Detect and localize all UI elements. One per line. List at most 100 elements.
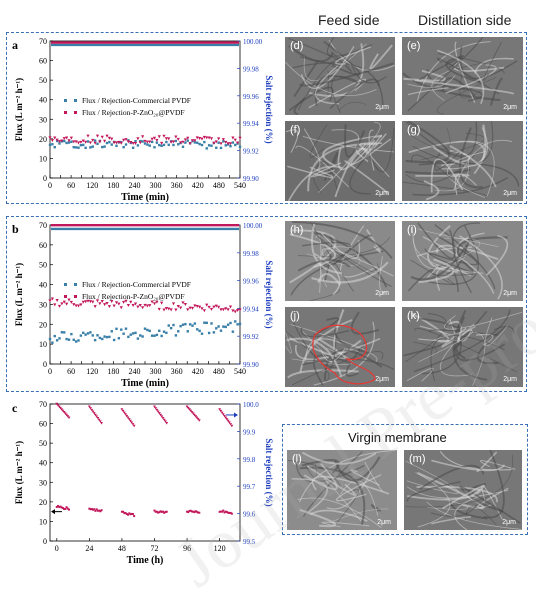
sem-fiber [431, 459, 506, 472]
rejection-point [96, 417, 100, 420]
flux-point [223, 511, 226, 514]
flux-point [120, 328, 123, 331]
flux-point [88, 507, 91, 510]
flux-point [172, 323, 175, 327]
flux-point [123, 512, 126, 515]
rejection-point [63, 412, 67, 415]
flux-point [48, 337, 52, 341]
flux-point [196, 141, 199, 144]
sem-fiber [453, 139, 513, 191]
flux-point [89, 146, 92, 149]
rejection-point [161, 417, 165, 420]
flux-point [157, 307, 161, 311]
flux-point [157, 511, 160, 514]
flux-point [86, 140, 90, 143]
flux-point [99, 510, 102, 513]
sem-image-l: (l) 2μm [287, 450, 397, 530]
flux-point [122, 138, 126, 142]
flux-point [65, 337, 68, 341]
panel-label: a [12, 38, 18, 52]
y-tick-label: 50 [39, 261, 47, 270]
y-tick-label: 40 [39, 459, 47, 468]
flux-point [119, 141, 123, 145]
flux-point [63, 508, 66, 511]
flux-point [134, 331, 137, 335]
flux-point [148, 140, 152, 144]
rejection-point [218, 408, 222, 411]
chart-c: 0 10 20 30 40 50 60 70 99.5 99.6 99.7 99.8 99.9 100.0… [12, 400, 274, 566]
flux-point [110, 300, 114, 304]
rejection-point [97, 418, 101, 422]
rejection-point [157, 412, 161, 415]
y2-tick-label: 99.8 [243, 456, 256, 464]
flux-point [233, 310, 237, 314]
flux-point [162, 510, 165, 513]
flux-point [155, 300, 159, 304]
flux-point [160, 141, 164, 145]
y2-tick-label: 99.94 [243, 120, 259, 128]
sem-image-g: (g) 2μm [402, 121, 523, 201]
flux-point [139, 139, 142, 143]
flux-point [129, 333, 132, 336]
rejection-point [160, 415, 164, 419]
flux-point [114, 301, 119, 305]
flux-point [165, 140, 168, 144]
flux-point [100, 509, 103, 512]
flux-point [228, 142, 233, 146]
flux-point [176, 305, 180, 309]
flux-point [127, 513, 130, 516]
rejection-point [129, 419, 132, 423]
sem-fiber [285, 61, 377, 97]
rejection-point [224, 416, 228, 420]
flux-point [79, 140, 83, 144]
flux-point [67, 338, 71, 341]
x-tick-label: 24 [85, 544, 93, 553]
rejection-point [91, 410, 95, 414]
flux-point [217, 305, 221, 309]
flux-point [93, 141, 97, 145]
sem-fiber [303, 451, 363, 517]
sem-fiber [489, 77, 503, 106]
sem-fiber [406, 486, 509, 499]
sem-texture [287, 450, 397, 529]
sem-image-m: (m) 2μm [404, 450, 522, 530]
flux-point [154, 510, 157, 513]
flux-point [164, 510, 167, 513]
flux-point [51, 143, 54, 146]
flux-point [105, 141, 109, 145]
rejection-point [55, 402, 59, 406]
flux-point [69, 136, 73, 140]
flux-point [133, 515, 136, 518]
flux-point [84, 140, 88, 144]
flux-point [124, 143, 128, 146]
legend-marker [64, 111, 67, 114]
sem-fiber [430, 503, 478, 517]
flux-point [200, 143, 204, 147]
legend-marker [74, 111, 77, 114]
flux-point [58, 506, 61, 509]
sem-fiber [306, 465, 356, 496]
flux-point [148, 144, 151, 147]
flux-point [167, 137, 171, 141]
flux-point [153, 509, 156, 512]
flux-point [88, 300, 92, 304]
flux-point [218, 510, 221, 513]
flux-point [179, 324, 182, 328]
flux-point [70, 140, 73, 143]
panel-a-frame [6, 32, 527, 204]
legend-marker [74, 283, 77, 286]
y-tick-label: 60 [39, 420, 47, 429]
sem-fiber [287, 165, 343, 201]
x-tick-label: 120 [214, 544, 226, 553]
sem-fiber [313, 317, 340, 337]
sem-fiber [299, 508, 336, 528]
x-tick-label: 420 [192, 181, 204, 190]
flux-point [219, 142, 223, 146]
rejection-point [67, 416, 71, 420]
sem-fiber [412, 177, 509, 196]
rejection-point [193, 413, 196, 417]
rejection-point [225, 418, 229, 421]
flux-point [179, 141, 183, 145]
flux-point [117, 337, 121, 340]
sem-fiber [293, 97, 306, 115]
